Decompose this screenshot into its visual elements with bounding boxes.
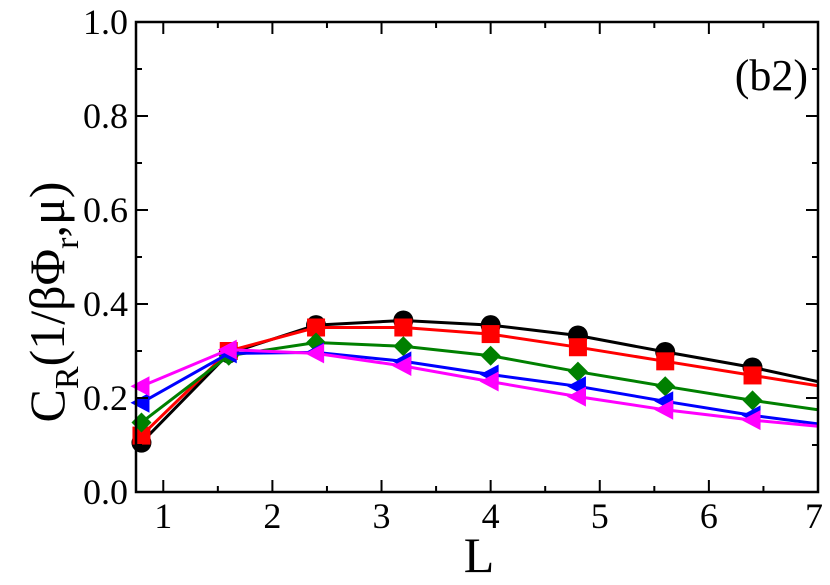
data-point [217, 339, 237, 360]
data-point [394, 318, 413, 337]
x-axis-title: L [464, 527, 495, 580]
data-point [393, 336, 414, 357]
y-axis-title: CR(1/βΦr,μ) [19, 182, 86, 423]
data-point [480, 345, 501, 366]
y-axis-title-mid: (1/βΦ [19, 249, 75, 367]
series-layer [130, 310, 818, 453]
series-1 [132, 318, 818, 445]
data-point [567, 361, 588, 382]
data-point [742, 390, 763, 411]
x-tick-label: 4 [482, 496, 500, 536]
panel-label: (b2) [735, 51, 808, 100]
x-tick-label: 2 [263, 496, 281, 536]
y-axis-title-main: C [19, 389, 75, 422]
y-tick-label: 0.4 [83, 284, 128, 324]
y-axis-title-tail: ,μ) [19, 182, 75, 238]
data-point [307, 318, 326, 337]
y-tick-label: 0.6 [83, 190, 128, 230]
data-point [656, 352, 675, 371]
data-point [481, 325, 500, 344]
data-point [568, 338, 587, 357]
y-tick-label: 1.0 [83, 2, 128, 42]
data-point [654, 399, 674, 420]
series-line [140, 350, 818, 426]
y-axis-title-sub1: R [49, 366, 86, 389]
data-point [655, 376, 676, 397]
data-point [479, 371, 499, 392]
x-tick-label: 7 [805, 496, 823, 536]
data-point [130, 392, 150, 413]
data-point [130, 376, 150, 397]
x-tick-label: 6 [700, 496, 718, 536]
plot-frame [134, 20, 820, 494]
data-point [305, 343, 325, 364]
y-axis-title-sub2: r [49, 237, 86, 249]
y-tick-label: 0.2 [83, 378, 128, 418]
data-point [743, 366, 762, 385]
data-point [392, 356, 412, 377]
x-tick-label: 3 [373, 496, 391, 536]
y-tick-label: 0.0 [83, 472, 128, 512]
data-point [566, 386, 586, 407]
axes-layer: 1 2 3 4 5 6 7 0.0 0.2 0.4 0.6 0.8 1.0 [83, 2, 823, 536]
x-tick-label: 1 [154, 496, 172, 536]
data-point [741, 410, 761, 431]
y-tick-label: 0.8 [83, 96, 128, 136]
series-4 [130, 339, 818, 431]
x-tick-label: 5 [591, 496, 609, 536]
